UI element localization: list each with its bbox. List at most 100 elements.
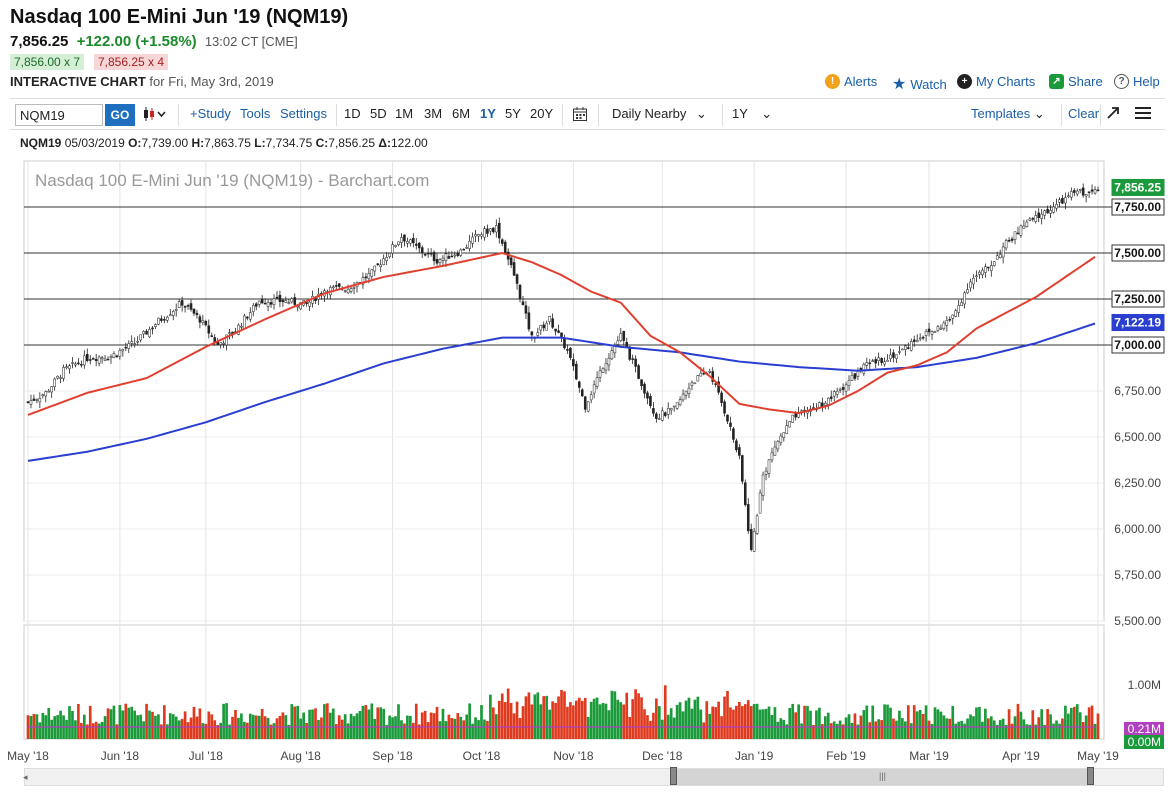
- scroll-handle-right[interactable]: [1087, 767, 1094, 785]
- help-link[interactable]: ? Help: [1114, 74, 1160, 89]
- candle-body: [717, 381, 720, 393]
- volume-bar: [1031, 710, 1035, 739]
- candle-body: [604, 362, 608, 371]
- level-tag: 7,250.00: [1114, 292, 1161, 306]
- settings-button[interactable]: Settings: [280, 106, 327, 121]
- candle-body: [243, 315, 246, 329]
- candle-body: [346, 288, 350, 294]
- volume-bar: [1046, 709, 1049, 739]
- my-charts-link[interactable]: + My Charts: [957, 74, 1035, 89]
- tools-button[interactable]: Tools: [240, 106, 271, 121]
- candle-body: [376, 263, 380, 265]
- calendar-icon[interactable]: [572, 106, 588, 125]
- scroll-handle-left[interactable]: [670, 767, 677, 785]
- volume-bar: [231, 716, 234, 739]
- go-button[interactable]: GO: [105, 104, 135, 126]
- candle-body: [779, 435, 783, 443]
- candle-body: [661, 410, 664, 421]
- candle-body: [412, 238, 415, 244]
- volume-bar: [414, 703, 418, 739]
- nearby-select[interactable]: Daily Nearby ⌄: [612, 106, 707, 122]
- alerts-link[interactable]: ! Alerts: [825, 74, 877, 89]
- candle-body: [266, 302, 270, 307]
- volume-bar: [862, 710, 866, 739]
- page-title: Nasdaq 100 E-Mini Jun '19 (NQM19): [10, 6, 349, 28]
- volume-bar: [1067, 713, 1070, 739]
- range-select[interactable]: 1Y ⌄: [732, 106, 772, 122]
- volume-bar: [566, 706, 569, 739]
- candle-body: [655, 413, 658, 419]
- candle-body: [59, 377, 62, 379]
- candle-body: [68, 365, 71, 369]
- candle-body: [1040, 213, 1043, 219]
- ohlc-low: 7,734.75: [265, 136, 313, 150]
- volume-bar: [797, 704, 800, 739]
- volume-bar: [539, 704, 543, 739]
- candlestick-type-icon[interactable]: [142, 106, 168, 125]
- study-button[interactable]: +Study: [190, 106, 231, 121]
- candle-body: [183, 306, 187, 308]
- alert-icon: !: [825, 74, 840, 89]
- volume-bar: [622, 704, 626, 739]
- volume-bar: [160, 724, 163, 739]
- candle-body: [112, 353, 116, 358]
- menu-icon[interactable]: [1134, 106, 1152, 123]
- ask-badge: 7,856.25 x 4: [94, 54, 169, 70]
- templates-select[interactable]: Templates ⌄: [971, 106, 1045, 122]
- period-5y[interactable]: 5Y: [505, 106, 521, 121]
- scroll-left-icon[interactable]: ◂: [23, 772, 28, 782]
- candle-body: [441, 257, 445, 261]
- period-6m[interactable]: 6M: [452, 106, 471, 121]
- level-tag-bg: [1111, 244, 1165, 262]
- volume-bar: [426, 722, 430, 739]
- volume-bar: [803, 705, 806, 739]
- period-1d[interactable]: 1D: [344, 106, 361, 121]
- symbol-input[interactable]: [15, 104, 103, 126]
- candle-body: [773, 446, 777, 456]
- candle-body: [373, 265, 377, 272]
- candle-body: [598, 370, 602, 378]
- candle-body: [782, 432, 786, 438]
- candle-body: [352, 287, 356, 289]
- candle-body: [942, 322, 946, 329]
- chart-scrollbar[interactable]: ◂ |||: [23, 767, 1164, 786]
- volume-bar: [957, 721, 961, 739]
- help-label: Help: [1133, 74, 1160, 89]
- volume-bar: [776, 721, 780, 739]
- scrollbar-thumb[interactable]: [673, 769, 1093, 785]
- volume-bar: [723, 696, 726, 739]
- period-1m[interactable]: 1M: [395, 106, 414, 121]
- volume-bar: [939, 711, 943, 739]
- share-link[interactable]: ↗ Share: [1049, 74, 1103, 89]
- watch-link[interactable]: ★ Watch: [892, 74, 947, 94]
- volume-bar: [717, 701, 720, 739]
- candle-body: [130, 341, 134, 344]
- ohlc-high: 7,863.75: [204, 136, 251, 150]
- candle-body: [868, 362, 872, 365]
- x-tick-label: May '19: [1077, 749, 1119, 763]
- candle-body: [1010, 238, 1014, 241]
- clear-button[interactable]: Clear: [1068, 106, 1100, 121]
- period-20y[interactable]: 20Y: [530, 106, 554, 121]
- volume-bar: [489, 694, 492, 739]
- volume-bar: [441, 708, 445, 739]
- period-3m[interactable]: 3M: [424, 106, 443, 121]
- volume-bar: [577, 697, 581, 739]
- candle-body: [281, 299, 285, 302]
- candle-body: [477, 234, 480, 237]
- volume-bar: [649, 720, 652, 739]
- period-1y[interactable]: 1Y: [480, 106, 496, 121]
- price-chart[interactable]: Nasdaq 100 E-Mini Jun '19 (NQM19) - Barc…: [0, 155, 1175, 767]
- volume-bar: [243, 721, 246, 739]
- candle-body: [361, 277, 365, 285]
- expand-icon[interactable]: [1106, 106, 1120, 123]
- period-5d[interactable]: 5D: [370, 106, 387, 121]
- candle-body: [569, 347, 572, 358]
- x-tick-label: Feb '19: [826, 749, 866, 763]
- candle-body: [915, 339, 919, 343]
- candle-body: [1034, 215, 1038, 222]
- volume-bar: [420, 712, 424, 739]
- candle-body: [972, 277, 975, 285]
- candle-body: [210, 335, 214, 337]
- volume-bar: [91, 723, 95, 739]
